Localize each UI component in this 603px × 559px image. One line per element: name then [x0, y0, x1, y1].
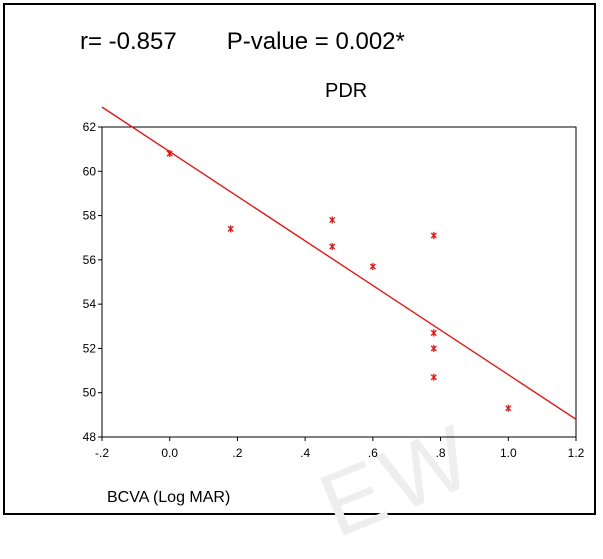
x-tick-label: 1.2 — [568, 446, 585, 460]
data-point — [369, 262, 376, 271]
plot-area — [101, 126, 577, 438]
y-tick-label: 50 — [83, 386, 97, 400]
data-point — [505, 404, 512, 412]
x-tick-label: .2 — [232, 446, 242, 460]
y-tick-label: 60 — [83, 164, 97, 178]
data-point — [329, 216, 336, 224]
data-point — [430, 373, 437, 381]
y-tick-label: 56 — [83, 253, 97, 267]
x-axis-label: BCVA (Log MAR) — [107, 489, 231, 506]
y-tick-label: 54 — [83, 297, 97, 311]
x-tick-label: .6 — [368, 446, 378, 460]
data-point — [430, 329, 437, 337]
y-tick-label: 48 — [83, 430, 97, 444]
data-point — [166, 149, 173, 158]
data-point — [329, 242, 336, 251]
x-tick-label: 1.0 — [500, 446, 517, 460]
regression-line — [101, 106, 577, 420]
stats-text: r= -0.857 P-value = 0.002* — [80, 28, 405, 56]
data-point — [227, 225, 234, 233]
x-tick-label: .8 — [436, 446, 446, 460]
y-tick-label: 52 — [83, 341, 97, 355]
x-tick-label: 0.0 — [161, 446, 178, 460]
y-tick-label: 62 — [83, 120, 97, 134]
data-point — [430, 231, 437, 240]
chart-title: PDR — [325, 80, 368, 102]
x-tick-label: -.2 — [95, 446, 109, 460]
correlation-text: r= -0.857 — [80, 28, 177, 55]
x-tick-label: .4 — [300, 446, 310, 460]
data-point — [430, 344, 437, 353]
p-value-text: P-value = 0.002* — [226, 28, 405, 55]
scatter-chart: -.2 0.0 .2 .4 .6 .8 1.0 1.2 48 50 52 54 56 58 60 62 — [83, 106, 585, 460]
y-tick-label: 58 — [83, 209, 97, 223]
